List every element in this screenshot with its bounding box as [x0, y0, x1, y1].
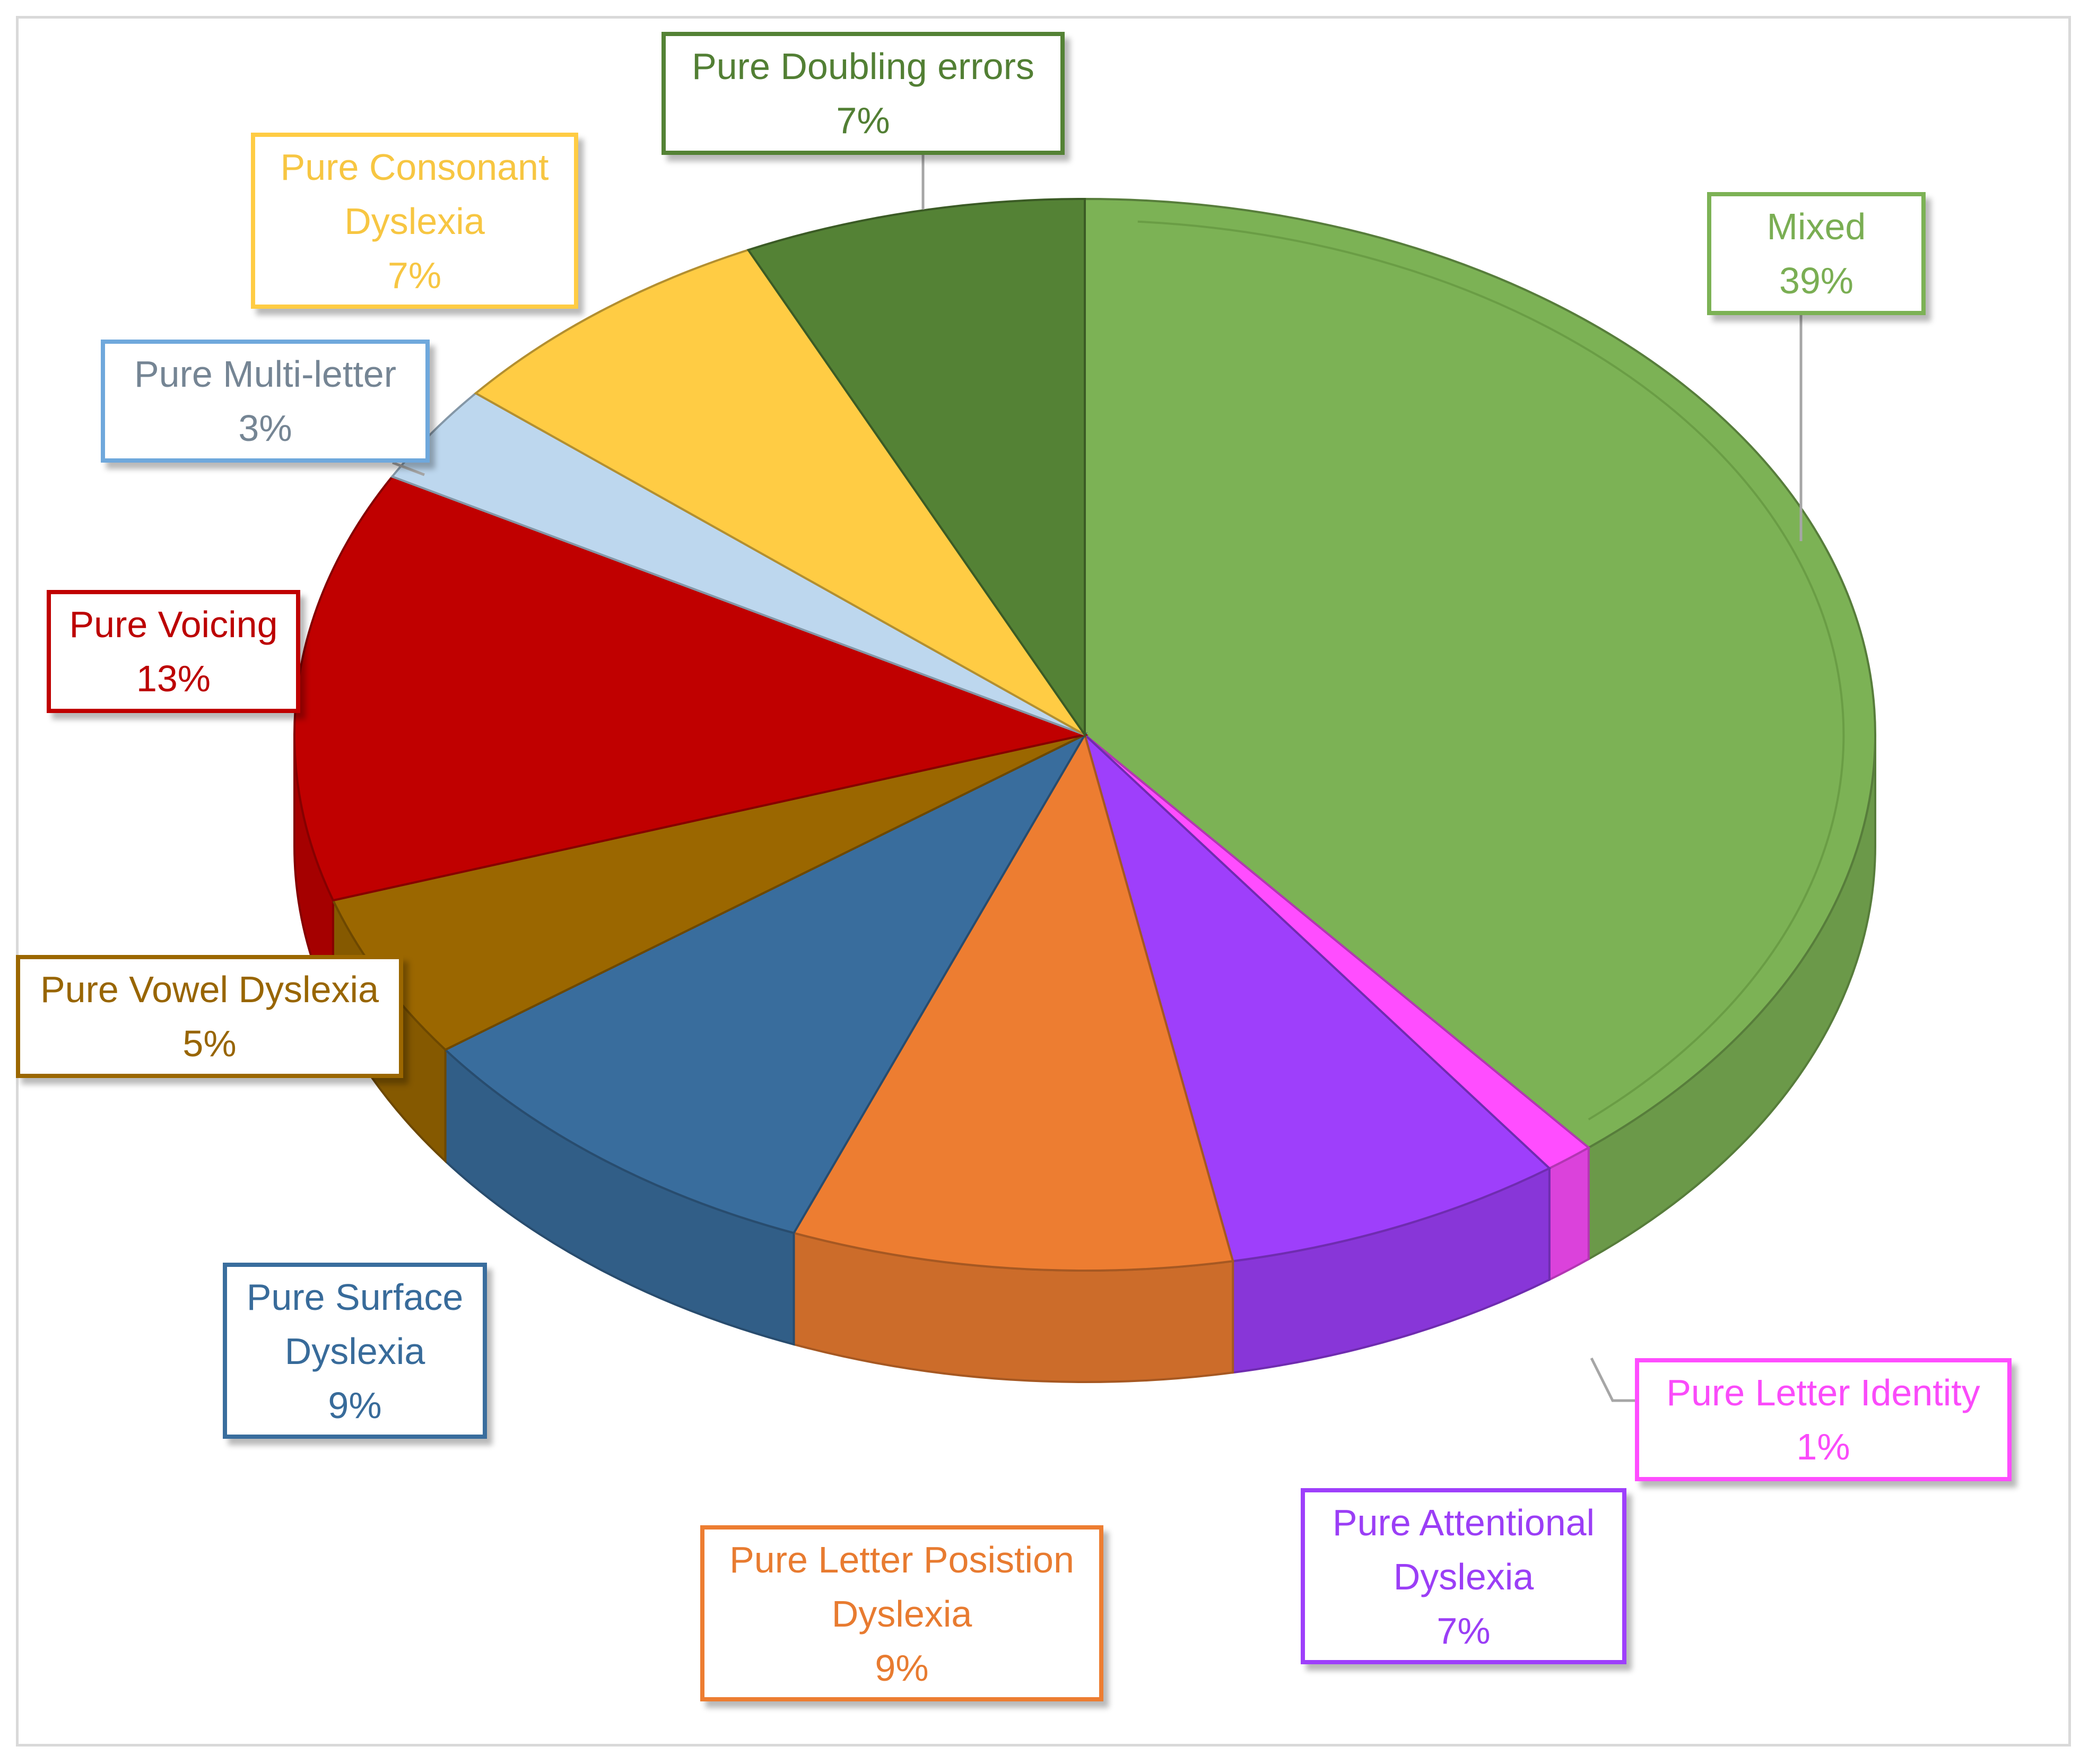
pie-slice-pure-consonant-dyslexia [474, 248, 1086, 736]
data-label-percent: 7% [387, 255, 442, 296]
pie-slice-pure-multi-letter [390, 392, 1085, 736]
data-label-name: Pure Vowel Dyslexia [40, 969, 379, 1010]
pie-side-pure-letter-identity [1548, 1145, 1590, 1282]
leader-line-pure-multi-letter [392, 461, 425, 476]
data-label-pure-doubling-errors: Pure Doubling errors 7% [661, 32, 1065, 155]
data-label-pure-vowel-dyslexia: Pure Vowel Dyslexia 5% [16, 955, 403, 1078]
data-label-name: Pure Multi-letter [134, 353, 397, 395]
data-label-pure-letter-posistion-dyslexia: Pure Letter Posistion Dyslexia 9% [700, 1525, 1103, 1701]
data-label-pure-surface-dyslexia: Pure Surface Dyslexia 9% [223, 1263, 487, 1439]
data-label-name: Pure Voicing [69, 604, 278, 645]
data-label-percent: 3% [238, 407, 292, 449]
data-label-percent: 1% [1796, 1426, 1850, 1467]
pie-tops [293, 197, 1876, 1272]
data-label-pure-voicing: Pure Voicing 13% [47, 590, 300, 713]
data-label-pure-attentional-dyslexia: Pure Attentional Dyslexia 7% [1301, 1488, 1626, 1664]
data-label-pure-letter-identity: Pure Letter Identity 1% [1635, 1358, 2012, 1481]
data-label-mixed: Mixed 39% [1707, 192, 1926, 315]
data-label-percent: 9% [328, 1385, 382, 1426]
pie-slice-pure-attentional-dyslexia [1083, 731, 1552, 1263]
data-label-percent: 5% [182, 1023, 237, 1064]
leader-line-pure-letter-identity [1590, 1357, 1635, 1402]
data-label-name: Pure Surface Dyslexia [246, 1276, 464, 1372]
pie-slice-pure-letter-posistion-dyslexia [792, 732, 1234, 1272]
data-label-name: Mixed [1766, 206, 1866, 247]
pie-slice-pure-surface-dyslexia [443, 732, 1088, 1235]
data-label-pure-consonant-dyslexia: Pure Consonant Dyslexia 7% [251, 133, 578, 309]
data-label-name: Pure Letter Posistion Dyslexia [729, 1539, 1074, 1635]
data-label-name: Pure Doubling errors [692, 46, 1034, 87]
data-label-percent: 7% [836, 100, 890, 141]
pie-slice-mixed [1084, 197, 1876, 1149]
leader-lines [392, 155, 1803, 1402]
data-label-percent: 7% [1437, 1610, 1491, 1652]
data-label-percent: 9% [875, 1647, 929, 1689]
data-label-percent: 39% [1779, 260, 1854, 301]
data-label-percent: 13% [136, 658, 211, 699]
pie-slice-bevel [1137, 220, 1845, 1120]
pie-slice-pure-doubling-errors [746, 197, 1086, 738]
data-label-name: Pure Attentional Dyslexia [1332, 1502, 1595, 1597]
data-label-pure-multi-letter: Pure Multi-letter 3% [101, 340, 430, 463]
data-label-name: Pure Letter Identity [1666, 1372, 1980, 1413]
data-label-name: Pure Consonant Dyslexia [280, 146, 549, 242]
chart-frame [16, 16, 2071, 1746]
